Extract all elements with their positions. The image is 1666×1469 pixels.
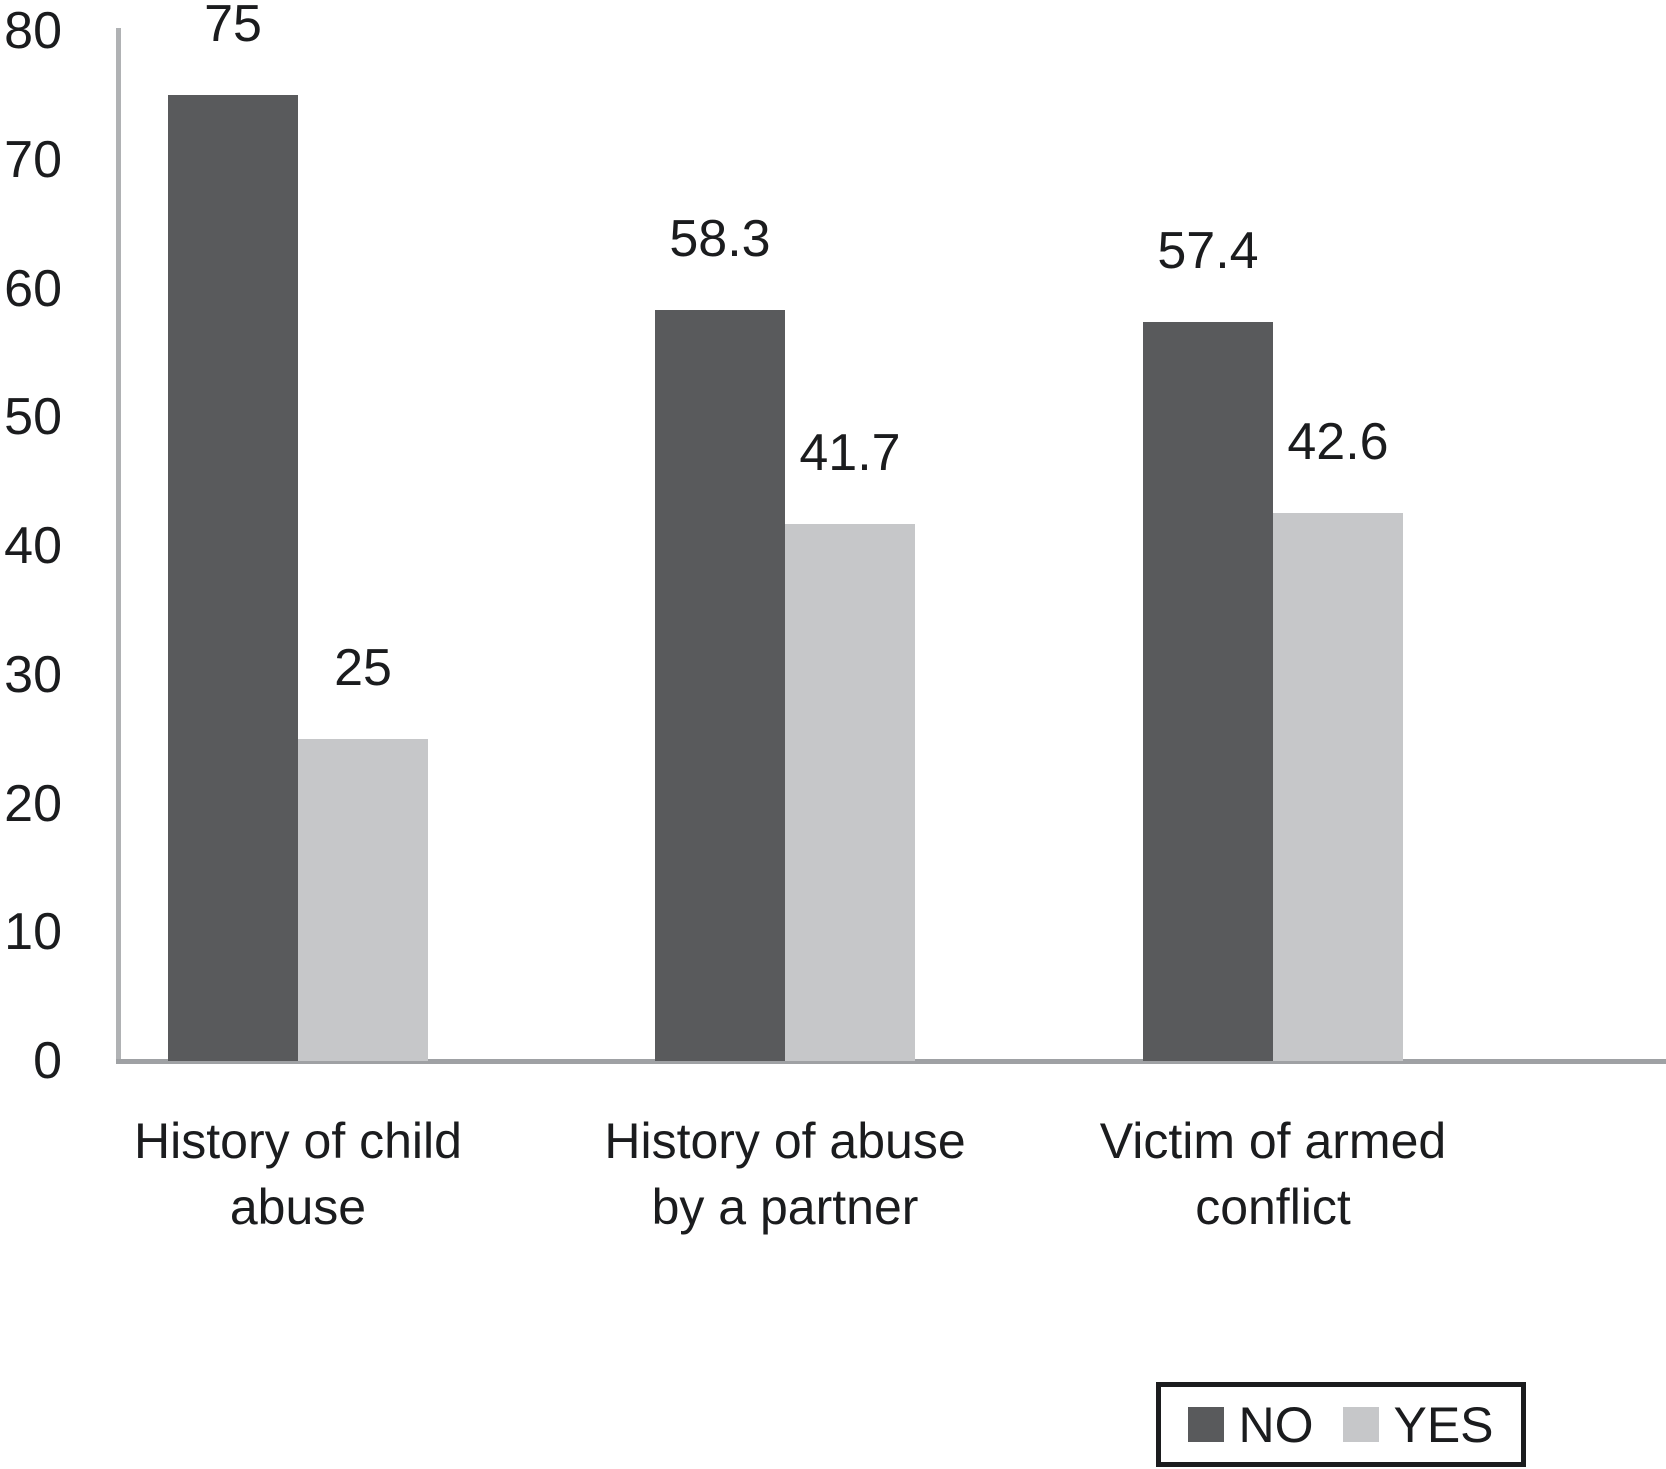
bar-no-group-2 bbox=[1143, 322, 1273, 1061]
y-axis-tick-label: 10 bbox=[4, 903, 62, 962]
bar-no-group-0 bbox=[168, 95, 298, 1061]
value-label: 25 bbox=[334, 639, 392, 697]
x-axis-line bbox=[116, 1059, 1666, 1064]
value-label: 57.4 bbox=[1157, 222, 1259, 280]
legend-no-swatch-icon bbox=[1188, 1407, 1225, 1442]
legend-yes-swatch-icon bbox=[1343, 1407, 1380, 1442]
bar-yes-group-2 bbox=[1273, 513, 1403, 1061]
y-axis-tick-label: 40 bbox=[4, 517, 62, 575]
value-label: 42.6 bbox=[1287, 413, 1389, 471]
y-axis-tick-label: 20 bbox=[4, 774, 62, 833]
legend-yes-label: YES bbox=[1393, 1396, 1494, 1453]
value-label: 75 bbox=[204, 0, 262, 53]
legend-no-label: NO bbox=[1238, 1396, 1314, 1453]
category-label: Victim of armed conflict bbox=[1099, 1113, 1447, 1235]
legend-item-no: NO bbox=[1188, 1400, 1313, 1450]
y-axis-line bbox=[116, 28, 121, 1063]
bar-yes-group-1 bbox=[785, 524, 915, 1061]
legend-item-yes: YES bbox=[1343, 1396, 1494, 1453]
y-axis-tick-label: 30 bbox=[4, 645, 62, 704]
legend: NO YES bbox=[1156, 1382, 1526, 1467]
y-axis-tick-label: 70 bbox=[4, 130, 62, 189]
category-label: History of abuse by a partner bbox=[604, 1113, 966, 1235]
value-label: 41.7 bbox=[799, 424, 901, 482]
category-label: History of child abuse bbox=[134, 1113, 462, 1235]
y-axis-tick-label: 80 bbox=[4, 2, 62, 60]
y-axis-tick-label: 60 bbox=[4, 259, 62, 318]
value-label: 58.3 bbox=[669, 210, 771, 268]
y-axis-tick-label: 50 bbox=[4, 388, 62, 447]
bar-no-group-1 bbox=[655, 310, 785, 1061]
y-axis-tick-label: 0 bbox=[33, 1032, 62, 1090]
bar-yes-group-0 bbox=[298, 739, 428, 1061]
